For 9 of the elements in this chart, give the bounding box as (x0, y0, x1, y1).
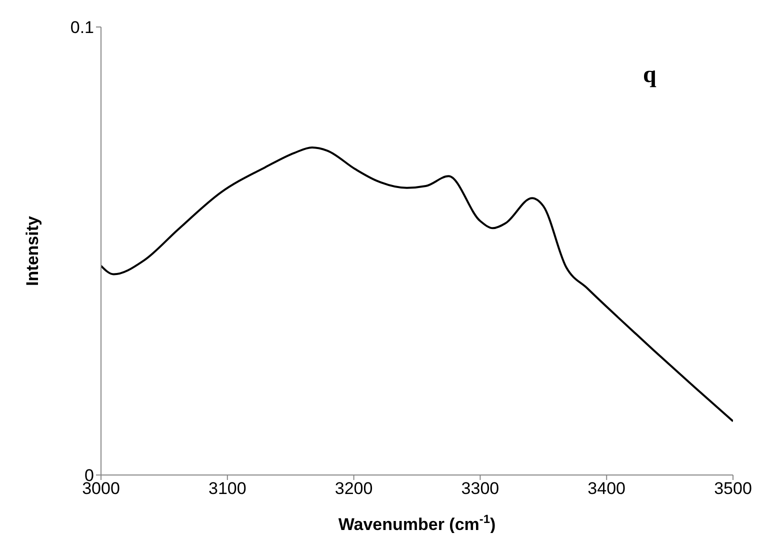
y-tick-label: 0.1 (70, 18, 94, 38)
annotation: q (643, 62, 657, 88)
y-axis-title: Intensity (23, 216, 42, 286)
line-series (101, 146, 733, 422)
x-tick-label: 3300 (461, 479, 500, 498)
x-tick-label: 3400 (588, 479, 626, 498)
x-tick-label: 3500 (714, 479, 752, 498)
x-tick-label: 3200 (334, 479, 373, 498)
x-tick-label: 3100 (208, 479, 246, 498)
